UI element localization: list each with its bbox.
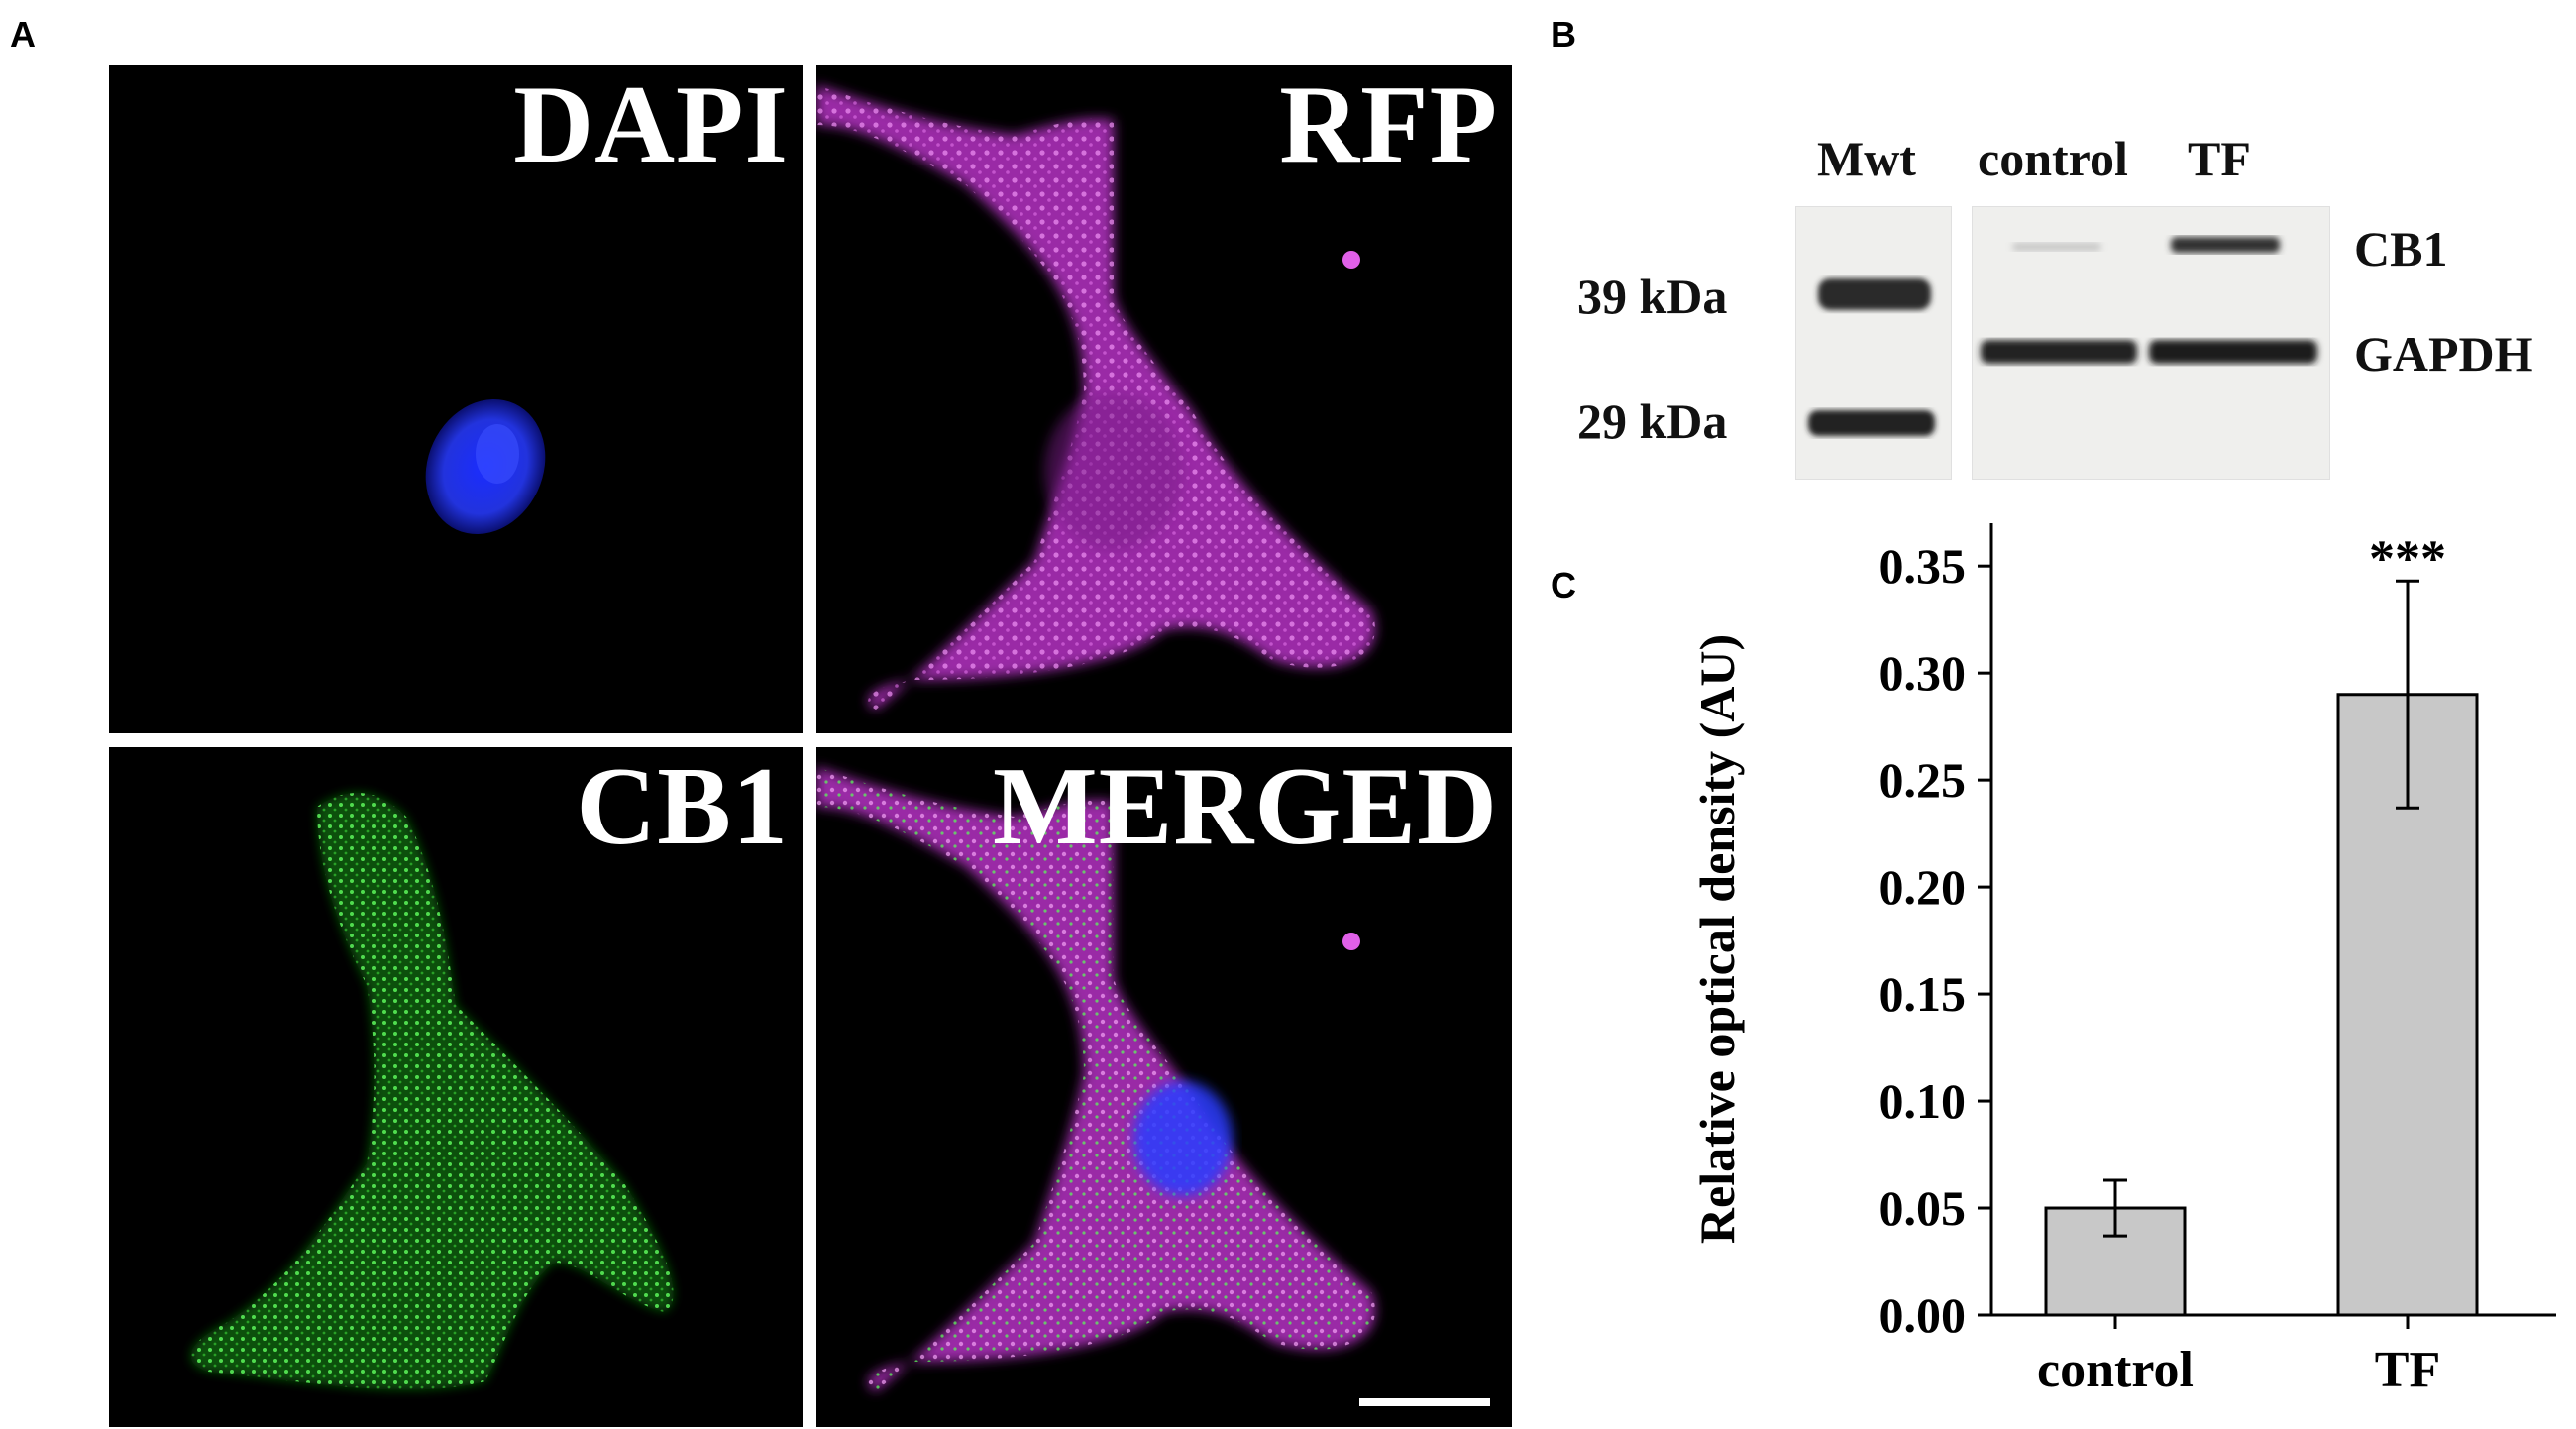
sample-bands (1981, 237, 2317, 364)
y-tick-label: 0.10 (1879, 1073, 1967, 1129)
y-tick-label: 0.15 (1879, 966, 1967, 1022)
y-tick-label: 0.00 (1879, 1287, 1967, 1343)
panel-letter-b: B (1551, 14, 1576, 55)
scale-bar (1359, 1398, 1490, 1406)
y-tick-label: 0.35 (1879, 538, 1967, 594)
panel-letter-a: A (10, 14, 36, 55)
micro-tile-merged: MERGED (816, 747, 1512, 1427)
tile-label-dapi: DAPI (513, 65, 789, 186)
marker-label-29kda: 29 kDa (1577, 393, 1728, 449)
band-label-gapdh: GAPDH (2354, 326, 2533, 382)
y-tick-label: 0.20 (1879, 859, 1967, 915)
lane-label-mwt: Mwt (1817, 131, 1916, 186)
band-label-cb1: CB1 (2354, 221, 2448, 276)
chart-relative-optical-density: 0.00 0.05 0.10 0.15 0.20 0.25 0.30 0.35 Relative… (1689, 523, 2556, 1398)
cb1-cell-image (190, 793, 674, 1390)
blot-sample-lanes (1972, 206, 2330, 480)
x-tick-label-control: control (2037, 1342, 2194, 1398)
lane-label-control: control (1978, 131, 2128, 186)
x-tick-label-tf: TF (2375, 1342, 2440, 1398)
merged-cell-image (816, 767, 1375, 1391)
lane-label-tf: TF (2188, 131, 2251, 186)
rfp-cell-image (816, 85, 1375, 710)
significance-marker: *** (2369, 530, 2446, 587)
micro-tile-rfp: RFP (816, 65, 1512, 733)
y-tick-label: 0.30 (1879, 645, 1967, 701)
blot-marker-lane (1795, 206, 1952, 480)
dapi-nucleus-image (425, 398, 546, 535)
tile-label-merged: MERGED (993, 747, 1498, 868)
tile-label-rfp: RFP (1279, 65, 1498, 186)
panel-letter-c: C (1551, 565, 1576, 605)
micro-tile-cb1: CB1 (109, 747, 803, 1427)
y-tick-label: 0.25 (1879, 752, 1967, 808)
y-tick-label: 0.05 (1879, 1180, 1967, 1236)
marker-label-39kda: 39 kDa (1577, 269, 1728, 324)
y-axis-title: Relative optical density (AU) (1689, 634, 1745, 1244)
tile-label-cb1: CB1 (576, 747, 789, 868)
marker-bands (1808, 278, 1935, 436)
micro-tile-dapi: DAPI (109, 65, 803, 733)
